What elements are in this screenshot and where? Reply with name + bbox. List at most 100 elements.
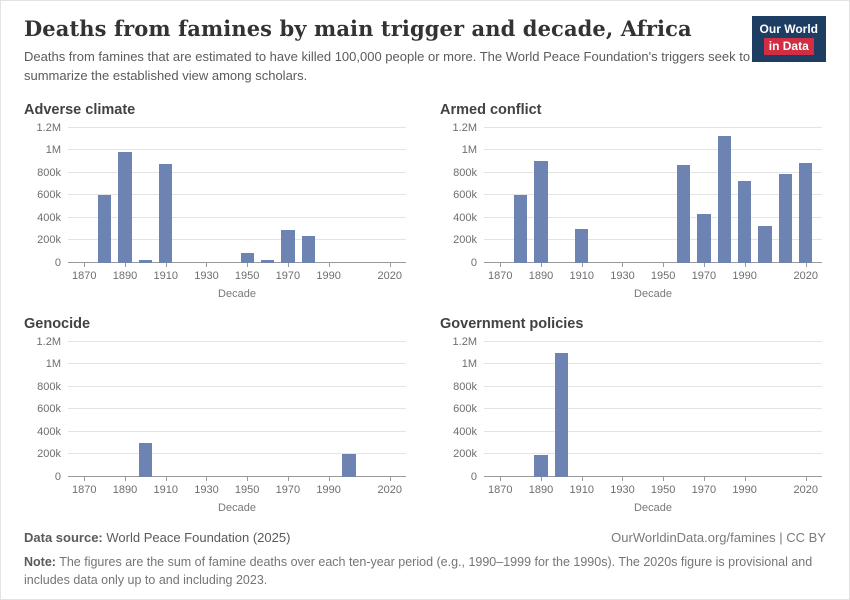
gridline (68, 126, 406, 128)
bar-genocide-2000s[interactable] (342, 454, 356, 477)
y-tick-label: 1M (461, 144, 477, 157)
y-tick-label: 200k (37, 448, 61, 461)
gridline (68, 149, 406, 151)
gridline (68, 408, 406, 410)
x-tick-label: 1870 (488, 483, 513, 496)
x-tick-label: 1970 (691, 483, 717, 496)
x-tick-label: 1990 (316, 269, 341, 282)
chart-panel-adverse-climate: Adverse climate 0 200k 400k 600k 800k 1M 1.2M 1… (24, 102, 410, 300)
y-tick-label: 1M (45, 358, 61, 371)
owid-logo-line2: in Data (763, 38, 814, 55)
bar-adverse-climate-1980s[interactable] (301, 235, 315, 263)
y-tick-label: 0 (54, 256, 61, 269)
x-tick-mark (247, 476, 249, 481)
gridline (68, 475, 406, 477)
bar-adverse-climate-1880s[interactable] (98, 195, 112, 263)
x-tick-label: 1990 (316, 483, 341, 496)
bar-armed-conflict-1960s[interactable] (676, 164, 691, 263)
gridline (484, 408, 822, 410)
x-tick-label: 1930 (194, 483, 219, 496)
bar-armed-conflict-2020s[interactable] (799, 162, 813, 263)
y-tick-label: 1.2M (452, 121, 477, 134)
x-tick-label: 1910 (569, 483, 594, 496)
data-source-label: Data source: (24, 529, 103, 545)
bar-armed-conflict-1910s[interactable] (575, 228, 589, 263)
bar-armed-conflict-2010s[interactable] (778, 173, 792, 263)
plot-area: 0 200k 400k 600k 800k 1M 1.2M 1870 1890 1910 1930 1… (37, 336, 406, 496)
x-tick-mark (744, 476, 746, 481)
y-tick-label: 200k (453, 234, 477, 247)
chart-panel-genocide: Genocide 0 200k 400k 600k 800k 1M 1.2M 1870 1890… (24, 316, 410, 514)
x-axis-title: Decade (218, 501, 256, 514)
plot-outer: 0 200k 400k 600k 800k 1M 1.2M 1870 1890 1910 1930 1… (37, 122, 406, 300)
gridline (484, 149, 822, 151)
bar-armed-conflict-1990s[interactable] (738, 180, 752, 263)
bar-adverse-climate-1900s[interactable] (138, 260, 152, 263)
y-tick-label: 0 (470, 256, 477, 269)
chart-title: Government policies (440, 315, 584, 332)
x-tick-label: 1890 (528, 269, 554, 282)
x-tick-mark (125, 476, 126, 481)
bar-adverse-climate-1970s[interactable] (281, 230, 295, 263)
bar-adverse-climate-1910s[interactable] (159, 163, 173, 263)
plot-outer: 0 200k 400k 600k 800k 1M 1.2M 1870 1890 1910 1930 1… (37, 336, 406, 514)
y-tick-label: 400k (453, 425, 477, 438)
x-tick-label: 1970 (275, 483, 301, 496)
chart-title: Adverse climate (24, 101, 136, 118)
page-title: Deaths from famines by main trigger and … (24, 16, 692, 41)
gridline (68, 261, 406, 263)
chart-title: Armed conflict (440, 101, 542, 118)
x-tick-label: 1910 (569, 269, 594, 282)
y-tick-label: 1.2M (452, 335, 477, 348)
bar-armed-conflict-1890s[interactable] (534, 161, 548, 263)
chart-panel-armed-conflict: Armed conflict 0 200k 400k 600k 800k 1M 1.2M 18… (440, 102, 826, 300)
x-tick-mark (744, 262, 746, 267)
charts-grid: Adverse climate 0 200k 400k 600k 800k 1M 1.2M 1… (24, 102, 826, 514)
bar-adverse-climate-1890s[interactable] (118, 152, 132, 263)
bar-armed-conflict-2000s[interactable] (758, 225, 772, 263)
bar-armed-conflict-1980s[interactable] (717, 135, 731, 263)
gridline (68, 385, 406, 387)
x-axis-title: Decade (634, 287, 672, 300)
attribution-link[interactable]: OurWorldinData.org/famines | CC BY (611, 529, 826, 545)
x-tick-label: 1950 (650, 269, 676, 282)
x-tick-label: 1870 (72, 483, 97, 496)
bar-government-policies-1890s[interactable] (534, 455, 548, 477)
x-tick-mark (663, 262, 665, 267)
y-tick-label: 800k (453, 166, 477, 179)
x-tick-label: 1910 (153, 483, 178, 496)
y-tick-label: 1.2M (36, 121, 61, 134)
plot-outer: 0 200k 400k 600k 800k 1M 1.2M 1870 1890 1910 1930 1… (453, 336, 822, 514)
gridline (68, 453, 406, 455)
x-tick-mark (805, 262, 807, 267)
data-source-text: World Peace Foundation (2025) (106, 529, 291, 545)
bar-armed-conflict-1970s[interactable] (697, 214, 711, 263)
x-tick-mark (206, 476, 208, 481)
x-tick-label: 1970 (275, 269, 301, 282)
gridline (68, 171, 406, 173)
x-tick-label: 1870 (488, 269, 513, 282)
y-tick-label: 800k (37, 380, 61, 393)
x-axis-title: Decade (218, 287, 256, 300)
bar-adverse-climate-1960s[interactable] (260, 260, 275, 263)
y-tick-label: 0 (54, 470, 61, 483)
x-tick-mark (663, 476, 665, 481)
bar-armed-conflict-1880s[interactable] (514, 195, 528, 263)
bar-genocide-1900s[interactable] (138, 442, 152, 477)
x-tick-label: 1930 (610, 483, 635, 496)
bar-adverse-climate-1950s[interactable] (240, 252, 254, 263)
x-tick-label: 1950 (650, 483, 676, 496)
y-tick-label: 1M (461, 358, 477, 371)
plot-area: 0 200k 400k 600k 800k 1M 1.2M 1870 1890 1910 1930 1… (453, 336, 822, 496)
gridline (484, 239, 822, 241)
gridline (68, 216, 406, 218)
x-tick-mark (622, 262, 624, 267)
bar-government-policies-1900s[interactable] (554, 352, 568, 477)
x-axis-title: Decade (634, 501, 672, 514)
y-tick-label: 1.2M (36, 335, 61, 348)
x-tick-mark (805, 476, 807, 481)
x-tick-label: 2020 (793, 483, 818, 496)
note-label: Note: (24, 554, 56, 569)
x-tick-mark (125, 262, 126, 267)
